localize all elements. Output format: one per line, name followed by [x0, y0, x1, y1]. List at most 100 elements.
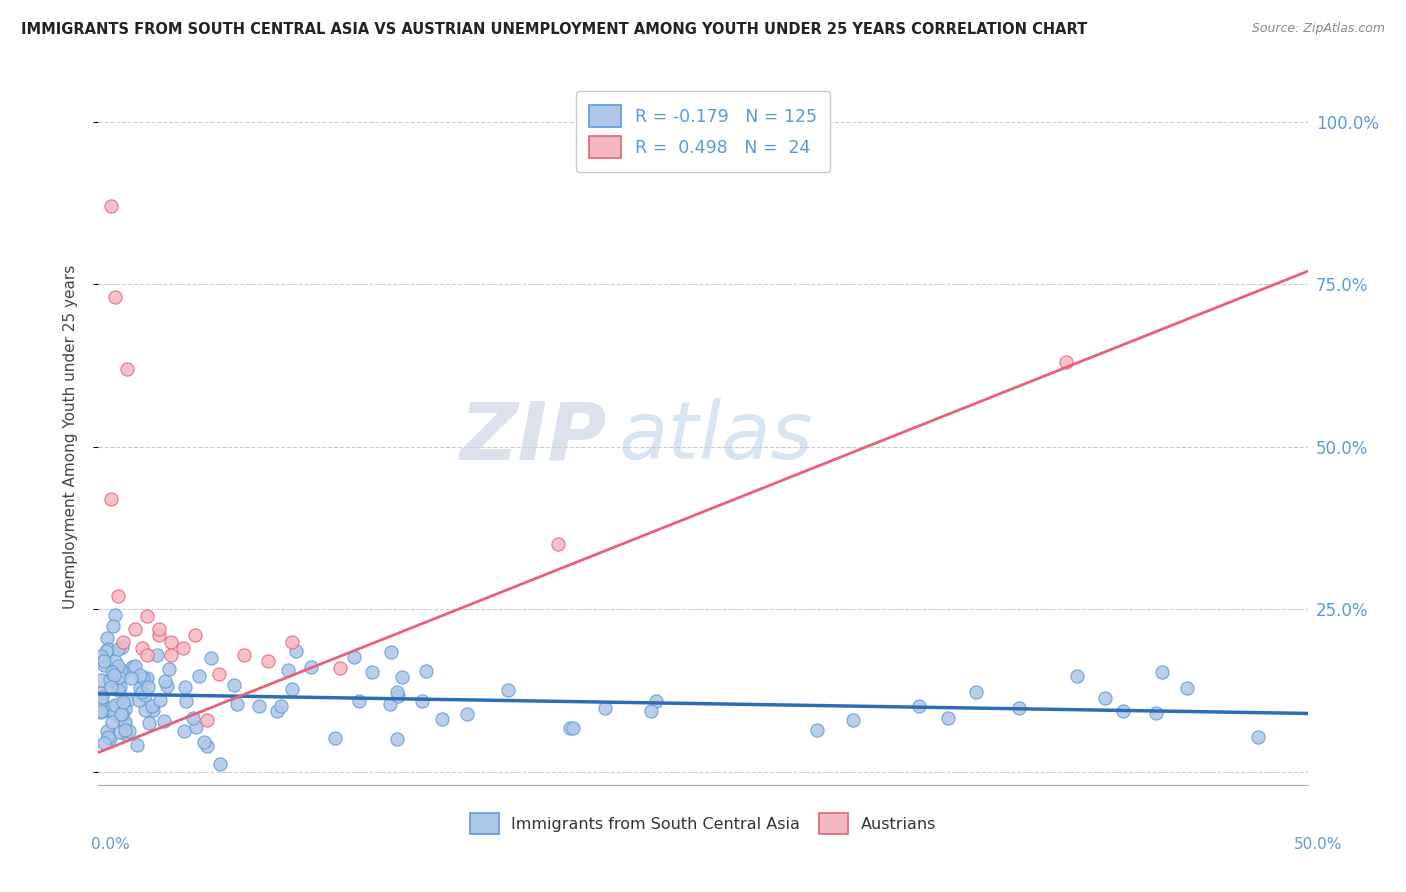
Point [100, 199, 122, 213]
Point [200, 651, 222, 665]
Point [96, 723, 118, 738]
Point [299, 659, 322, 673]
Point [281, 635, 304, 649]
Point [110, 725, 132, 739]
Point [157, 662, 180, 676]
Point [111, 697, 134, 711]
Point [222, 678, 245, 692]
Point [107, 642, 129, 657]
Point [266, 704, 288, 718]
Point [496, 683, 519, 698]
Point [129, 668, 152, 682]
Point [117, 694, 139, 708]
Point [385, 731, 408, 746]
Point [96, 631, 118, 645]
Point [90, 704, 112, 718]
Point [1054, 355, 1077, 369]
Point [141, 699, 163, 714]
Point [90, 705, 112, 719]
Point [280, 682, 302, 697]
Point [138, 715, 160, 730]
Text: atlas: atlas [619, 398, 813, 476]
Point [132, 671, 155, 685]
Point [127, 738, 149, 752]
Point [111, 696, 134, 710]
Point [456, 707, 478, 722]
Point [1008, 701, 1031, 715]
Point [148, 693, 170, 707]
Point [965, 684, 987, 698]
Point [114, 723, 136, 737]
Point [247, 698, 270, 713]
Point [156, 679, 179, 693]
Point [111, 640, 134, 654]
Point [134, 703, 156, 717]
Point [100, 491, 122, 506]
Point [104, 698, 127, 713]
Point [256, 654, 278, 668]
Point [131, 684, 153, 698]
Point [208, 667, 231, 681]
Point [101, 665, 124, 679]
Point [107, 659, 129, 673]
Point [93, 736, 115, 750]
Point [415, 665, 437, 679]
Point [173, 723, 195, 738]
Point [128, 693, 150, 707]
Point [101, 700, 124, 714]
Point [107, 590, 129, 604]
Point [172, 641, 194, 656]
Point [343, 650, 366, 665]
Point [104, 290, 127, 304]
Point [104, 662, 127, 676]
Point [380, 645, 402, 659]
Point [153, 714, 176, 728]
Point [411, 694, 433, 708]
Point [174, 693, 197, 707]
Point [391, 670, 413, 684]
Y-axis label: Unemployment Among Youth under 25 years: Unemployment Among Youth under 25 years [63, 265, 77, 609]
Point [135, 648, 157, 662]
Point [1094, 690, 1116, 705]
Point [387, 685, 409, 699]
Point [160, 648, 183, 662]
Point [90, 686, 112, 700]
Point [97, 642, 120, 657]
Text: 50.0%: 50.0% [1295, 837, 1343, 852]
Point [98, 731, 121, 746]
Text: Source: ZipAtlas.com: Source: ZipAtlas.com [1251, 22, 1385, 36]
Point [195, 713, 218, 727]
Point [115, 727, 138, 741]
Point [148, 628, 170, 642]
Point [134, 688, 156, 702]
Point [562, 721, 585, 735]
Point [160, 635, 183, 649]
Point [325, 731, 347, 745]
Point [110, 707, 132, 722]
Point [112, 716, 135, 731]
Point [101, 714, 124, 729]
Point [380, 697, 402, 711]
Point [195, 739, 218, 754]
Point [110, 663, 132, 677]
Point [232, 648, 254, 662]
Point [387, 690, 409, 704]
Point [285, 644, 308, 658]
Point [90, 649, 112, 664]
Point [97, 730, 120, 744]
Point [121, 660, 143, 674]
Point [347, 694, 370, 708]
Point [117, 361, 139, 376]
Point [1247, 730, 1270, 744]
Text: ZIP: ZIP [458, 398, 606, 476]
Point [1152, 665, 1174, 679]
Point [110, 705, 132, 719]
Text: 0.0%: 0.0% [91, 837, 131, 852]
Point [107, 683, 129, 698]
Point [148, 622, 170, 636]
Point [640, 704, 662, 718]
Point [110, 706, 132, 721]
Point [329, 661, 352, 675]
Point [645, 694, 668, 708]
Point [174, 680, 197, 694]
